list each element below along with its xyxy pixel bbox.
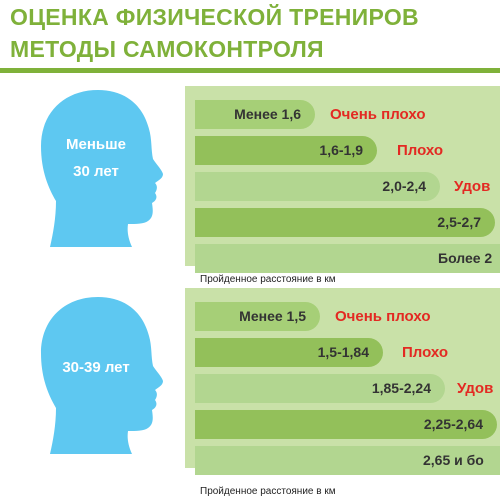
- rating-label: Плохо: [402, 344, 449, 361]
- title-line-1: ОЦЕНКА ФИЗИЧЕСКОЙ ТРЕНИРОВ: [10, 4, 419, 30]
- range-bar: 1,6-1,9: [195, 136, 377, 165]
- age-group-label: 30 лет: [73, 163, 119, 180]
- chart-footnote: Пройденное расстояние в км: [200, 486, 336, 497]
- range-bar: 2,25-2,64: [195, 410, 497, 439]
- range-bar: 2,5-2,7: [195, 208, 495, 237]
- range-bar: Более 2: [195, 244, 500, 273]
- rating-label: Удов: [457, 380, 494, 397]
- range-bar: 1,85-2,24: [195, 374, 445, 403]
- range-bar: 2,0-2,4: [195, 172, 440, 201]
- distance-chart-group-1: Менее 1,6 Очень плохо 1,6-1,9 Плохо 2,0-…: [185, 86, 500, 285]
- header-divider: [0, 68, 500, 73]
- rating-label: Очень плохо: [335, 308, 431, 325]
- head-silhouette-icon: 30-39 лет: [36, 293, 171, 458]
- head-silhouette-icon: Меньше 30 лет: [36, 86, 171, 251]
- age-group-label: Меньше: [66, 136, 126, 153]
- distance-chart-group-2: Менее 1,5 Очень плохо 1,5-1,84 Плохо 1,8…: [185, 288, 500, 500]
- range-bar: Менее 1,5: [195, 302, 320, 331]
- range-bar: 1,5-1,84: [195, 338, 383, 367]
- range-bar: 2,65 и бо: [195, 446, 500, 475]
- chart-footnote: Пройденное расстояние в км: [200, 274, 336, 285]
- rating-label: Плохо: [397, 142, 444, 159]
- rating-label: Очень плохо: [330, 106, 426, 123]
- rating-label: Удов: [454, 178, 491, 195]
- title-line-2: МЕТОДЫ САМОКОНТРОЛЯ: [10, 36, 324, 62]
- age-group-label: 30-39 лет: [62, 359, 130, 376]
- range-bar: Менее 1,6: [195, 100, 315, 129]
